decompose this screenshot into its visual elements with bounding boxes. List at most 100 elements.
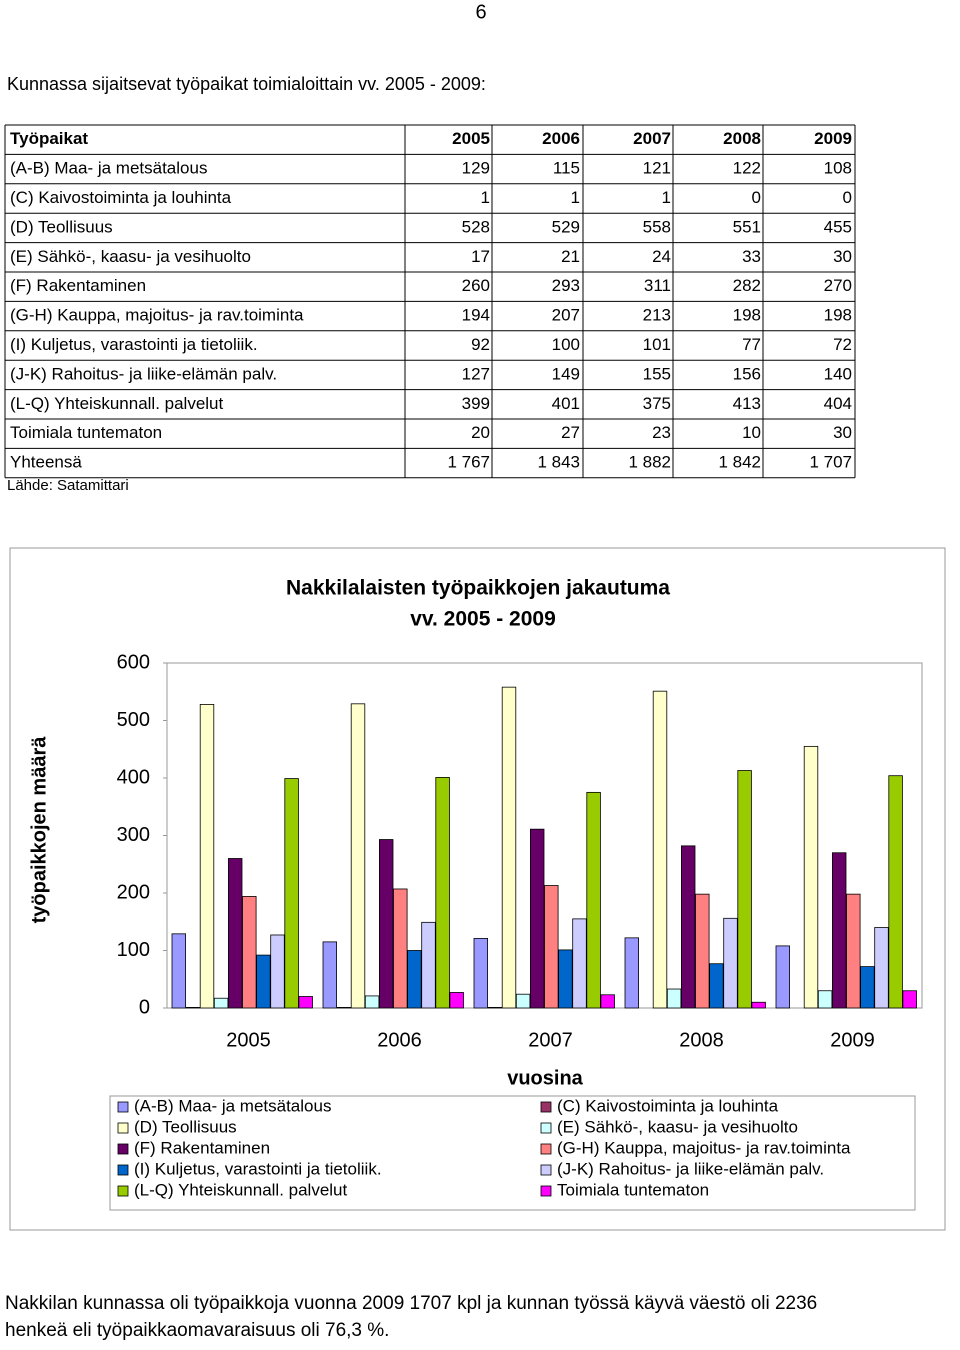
table-cell: 23 (652, 423, 671, 442)
bar (213, 997, 229, 1009)
bar (487, 1007, 503, 1009)
bar (336, 1007, 352, 1009)
table-cell: 129 (462, 159, 490, 178)
table-header-cell: 2007 (633, 129, 671, 148)
table-cell: 198 (733, 306, 761, 325)
y-axis-label: työpaikkojen määrä (28, 736, 50, 924)
bar (652, 690, 668, 1009)
legend-label: (G-H) Kauppa, majoitus- ja rav.toiminta (557, 1138, 851, 1157)
table-cell: 213 (643, 306, 671, 325)
intro-text: Kunnassa sijaitsevat työpaikat toimialoi… (7, 74, 486, 94)
table-cell: Yhteensä (10, 453, 82, 472)
bar (350, 703, 366, 1009)
bar (501, 686, 517, 1009)
bar (600, 994, 615, 1009)
table-cell: 207 (552, 306, 580, 325)
y-tick-label: 400 (117, 766, 150, 788)
page-number: 6 (475, 1, 486, 23)
table-cell: 194 (462, 306, 490, 325)
chart-subtitle: vv. 2005 - 2009 (410, 608, 556, 631)
table-cell: (G-H) Kauppa, majoitus- ja rav.toiminta (10, 306, 304, 325)
table-cell: 115 (553, 159, 580, 178)
bar (242, 896, 257, 1009)
table-cell: 156 (733, 364, 761, 383)
legend-swatch (117, 1143, 129, 1155)
table-cell: 1 767 (447, 453, 490, 472)
table-cell: 1 (571, 188, 580, 207)
table-cell: (C) Kaivostoiminta ja louhinta (10, 188, 232, 207)
table-cell: 413 (733, 394, 761, 413)
bar (681, 845, 696, 1009)
table-cell: 108 (824, 159, 852, 178)
legend-swatch (540, 1101, 552, 1113)
legend-label: (L-Q) Yhteiskunnall. palvelut (134, 1180, 348, 1199)
legend-label: (C) Kaivostoiminta ja louhinta (557, 1096, 779, 1115)
table-cell: 27 (561, 423, 580, 442)
table-header-cell: 2008 (723, 129, 761, 148)
x-tick-label: 2006 (377, 1029, 422, 1051)
bar (435, 777, 450, 1009)
x-tick-label: 2009 (830, 1029, 875, 1051)
table-cell: 260 (462, 276, 490, 295)
table-cell: 33 (742, 247, 761, 266)
bar (393, 888, 408, 1009)
table-cell: 92 (471, 335, 490, 354)
legend-swatch (540, 1143, 552, 1155)
legend-swatch (540, 1122, 552, 1134)
table-cell: 24 (652, 247, 671, 266)
legend-swatch (117, 1122, 129, 1134)
bar (666, 988, 682, 1009)
bar (544, 885, 559, 1009)
y-tick-label: 0 (139, 996, 150, 1018)
bar (227, 858, 243, 1009)
table-cell: 270 (824, 276, 852, 295)
table-cell: 1 882 (628, 453, 671, 472)
table-cell: 140 (824, 364, 852, 383)
table-cell: 101 (643, 335, 671, 354)
x-tick-label: 2005 (226, 1029, 271, 1051)
bar (775, 945, 791, 1009)
bar (298, 996, 313, 1009)
legend-label: (J-K) Rahoitus- ja liike-elämän palv. (557, 1159, 824, 1178)
table-cell: (I) Kuljetus, varastointi ja tietoliik. (10, 335, 258, 354)
table-cell: 282 (733, 276, 761, 295)
table-cell: 529 (552, 217, 580, 236)
bar (284, 778, 299, 1009)
table-cell: 77 (742, 335, 761, 354)
y-tick-label: 100 (117, 939, 150, 961)
legend-swatch (117, 1101, 129, 1113)
table-cell: 1 843 (537, 453, 580, 472)
bar (709, 963, 724, 1009)
table-cell: 72 (833, 335, 852, 354)
table-cell: 1 707 (809, 453, 852, 472)
bar (558, 949, 573, 1009)
table-header-cell: 2005 (452, 129, 490, 148)
table-cell: 30 (833, 247, 852, 266)
legend-swatch (117, 1185, 129, 1197)
table-cell: 399 (462, 394, 490, 413)
bar (256, 954, 271, 1009)
table-cell: (L-Q) Yhteiskunnall. palvelut (10, 394, 224, 413)
bar (874, 927, 889, 1009)
bar (364, 995, 380, 1009)
table-cell: (D) Teollisuus (10, 217, 113, 236)
table-cell: (E) Sähkö-, kaasu- ja vesihuolto (10, 247, 251, 266)
table-header-cell: 2006 (542, 129, 580, 148)
bar (530, 828, 545, 1009)
bar (449, 992, 464, 1009)
table-cell: 1 (481, 188, 490, 207)
bar (832, 852, 847, 1009)
table-cell: 375 (643, 394, 671, 413)
legend-label: (A-B) Maa- ja metsätalous (134, 1096, 331, 1115)
bar (199, 704, 215, 1009)
bar (860, 966, 875, 1009)
bar (407, 950, 422, 1009)
table-cell: 0 (752, 188, 761, 207)
bar (902, 990, 917, 1009)
legend-label: (D) Teollisuus (134, 1117, 237, 1136)
table-header-cell: 2009 (814, 129, 852, 148)
table-header-cell: Työpaikat (10, 129, 88, 148)
footer-text: henkeä eli työpaikkaomavaraisuus oli 76,… (5, 1320, 389, 1341)
